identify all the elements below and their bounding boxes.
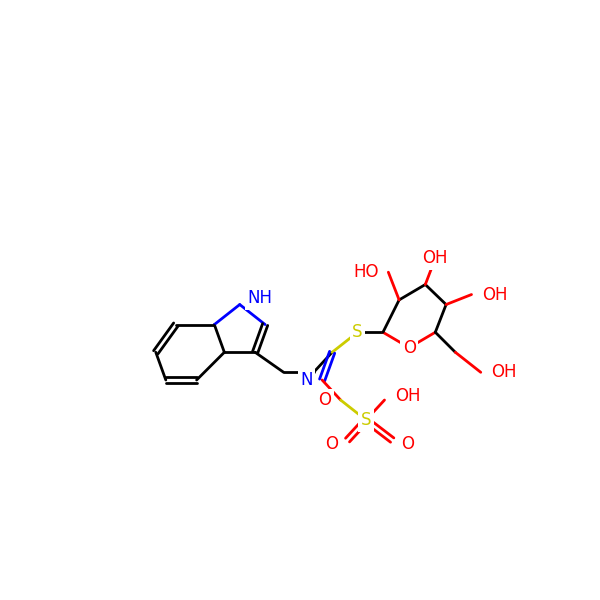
- Text: O: O: [401, 435, 415, 453]
- Text: OH: OH: [395, 387, 421, 405]
- Text: O: O: [319, 391, 331, 409]
- Text: S: S: [361, 411, 371, 429]
- Text: NH: NH: [247, 289, 272, 307]
- Text: OH: OH: [491, 363, 517, 382]
- Text: OH: OH: [422, 249, 448, 267]
- Text: S: S: [352, 323, 363, 341]
- Text: N: N: [301, 371, 313, 389]
- Text: O: O: [325, 435, 338, 453]
- Text: HO: HO: [353, 263, 379, 281]
- Text: O: O: [403, 339, 416, 357]
- Text: OH: OH: [482, 286, 508, 304]
